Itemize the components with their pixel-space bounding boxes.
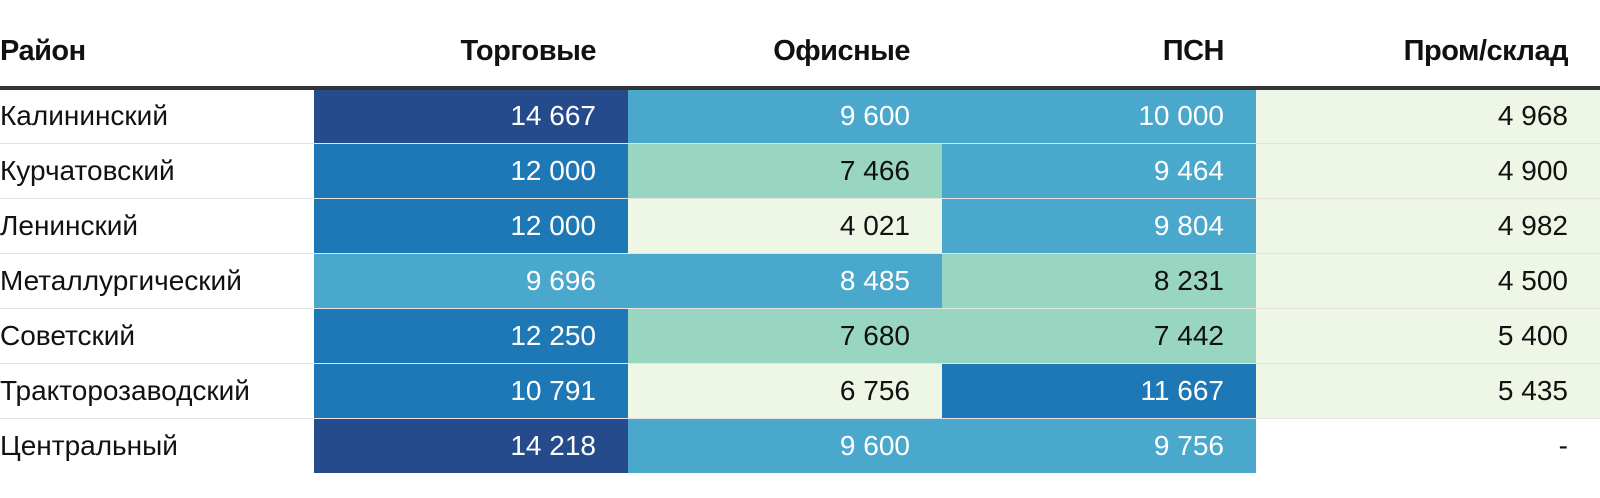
value-cell: 5 435: [1256, 363, 1600, 419]
column-header-psn: ПСН: [942, 0, 1256, 90]
value-cell: 12 000: [314, 143, 628, 199]
value-cell: 11 667: [942, 363, 1256, 419]
value-cell: 5 400: [1256, 308, 1600, 364]
column-header-retail: Торговые: [314, 0, 628, 90]
value-cell: 12 000: [314, 198, 628, 254]
column-header-industrial: Пром/склад: [1256, 0, 1600, 90]
header-row: Район Торговые Офисные ПСН Пром/склад: [0, 0, 1600, 90]
value-cell: 9 600: [628, 88, 942, 144]
value-cell: 9 464: [942, 143, 1256, 199]
value-cell: 14 667: [314, 88, 628, 144]
table-row: Калининский 14 667 9 600 10 000 4 968: [0, 88, 1600, 144]
district-name: Центральный: [0, 429, 178, 461]
value-cell: 4 968: [1256, 88, 1600, 144]
table-row: Центральный 14 218 9 600 9 756 -: [0, 418, 1600, 473]
value-cell: 7 466: [628, 143, 942, 199]
value-cell: 4 500: [1256, 253, 1600, 309]
value-cell: -: [1558, 429, 1568, 461]
district-name: Ленинский: [0, 198, 314, 254]
district-name: Калининский: [0, 88, 314, 144]
value-cell: 10 791: [314, 363, 628, 419]
value-cell: 6 756: [628, 363, 942, 419]
district-name: Советский: [0, 308, 314, 364]
value-cell: 8 231: [942, 253, 1256, 309]
value-cell: 9 600: [628, 418, 942, 473]
price-table: Район Торговые Офисные ПСН Пром/склад Ка…: [0, 0, 1600, 473]
district-name: Курчатовский: [0, 143, 314, 199]
table-row: Металлургический 9 696 8 485 8 231 4 500: [0, 253, 1600, 309]
table-body: Калининский 14 667 9 600 10 000 4 968 Курчато…: [0, 88, 1600, 473]
value-cell: 9 696: [314, 253, 628, 309]
column-header-district: Район: [0, 0, 314, 90]
value-cell: 7 680: [628, 308, 942, 364]
value-cell: 9 804: [942, 198, 1256, 254]
value-cell: 8 485: [628, 253, 942, 309]
value-cell: 10 000: [942, 88, 1256, 144]
value-cell: 7 442: [942, 308, 1256, 364]
table-row: Ленинский 12 000 4 021 9 804 4 982: [0, 198, 1600, 254]
value-cell: 12 250: [314, 308, 628, 364]
table-row: Тракторозаводский 10 791 6 756 11 667 5 435: [0, 363, 1600, 419]
table-row: Советский 12 250 7 680 7 442 5 400: [0, 308, 1600, 364]
district-name: Металлургический: [0, 253, 314, 309]
value-cell: 4 021: [628, 198, 942, 254]
value-cell: 4 982: [1256, 198, 1600, 254]
column-header-office: Офисные: [628, 0, 942, 90]
district-name: Тракторозаводский: [0, 363, 314, 419]
value-cell: 14 218: [314, 418, 628, 473]
table-row: Курчатовский 12 000 7 466 9 464 4 900: [0, 143, 1600, 199]
value-cell: 9 756: [942, 418, 1256, 473]
value-cell: 4 900: [1256, 143, 1600, 199]
